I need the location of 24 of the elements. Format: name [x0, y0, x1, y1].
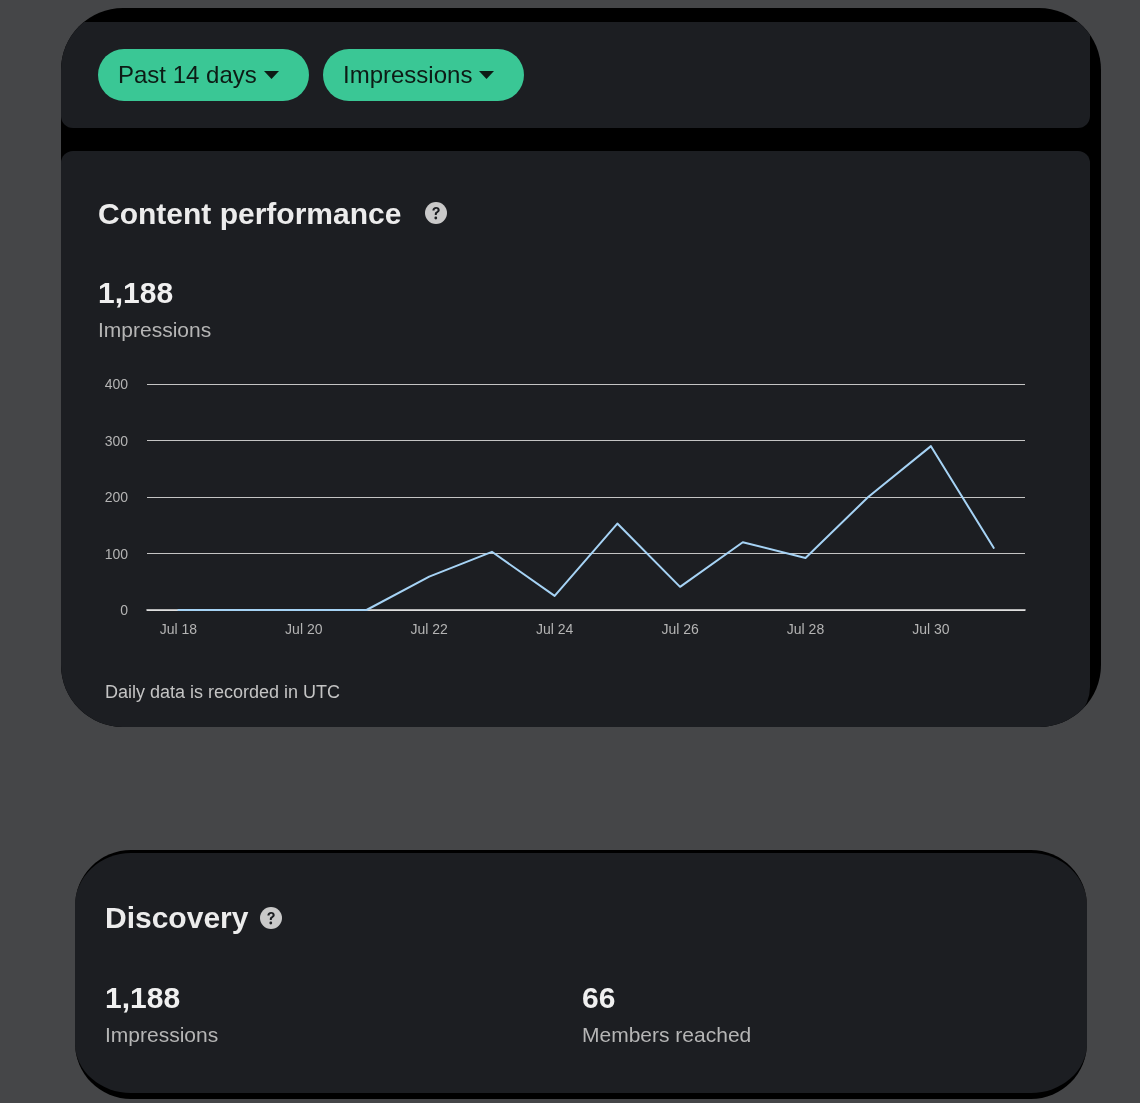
x-tick-label: Jul 26 — [661, 621, 699, 637]
text: Discovery — [105, 900, 249, 936]
y-tick-label: 300 — [104, 432, 129, 449]
y-tick-label: 100 — [104, 545, 129, 562]
dropdown-button: Past 14 days — [98, 49, 309, 101]
x-tick-label: Jul 22 — [410, 621, 449, 637]
y-tick-label: 400 — [104, 376, 129, 392]
text: Members reached — [582, 1022, 752, 1048]
x-tick-label: Jul 24 — [535, 621, 574, 637]
line-series — [177, 445, 995, 611]
text: Impressions — [98, 317, 212, 343]
x-tick-label: Jul 18 — [159, 621, 198, 637]
y-tick-label: 200 — [104, 489, 129, 505]
text: 66 — [582, 980, 616, 1016]
y-tick-label: 0 — [120, 602, 129, 618]
text: 1,188 — [105, 980, 181, 1016]
text: Impressions — [105, 1022, 219, 1048]
text: Daily data is recorded in UTC — [105, 680, 341, 704]
chart-title: Content performance — [98, 196, 402, 232]
dropdown-button: Impressions — [323, 49, 525, 101]
x-tick-label: Jul 30 — [912, 621, 950, 637]
x-tick-label: Jul 28 — [786, 621, 825, 637]
text: 1,188 — [98, 275, 174, 311]
x-tick-label: Jul 20 — [285, 621, 323, 637]
